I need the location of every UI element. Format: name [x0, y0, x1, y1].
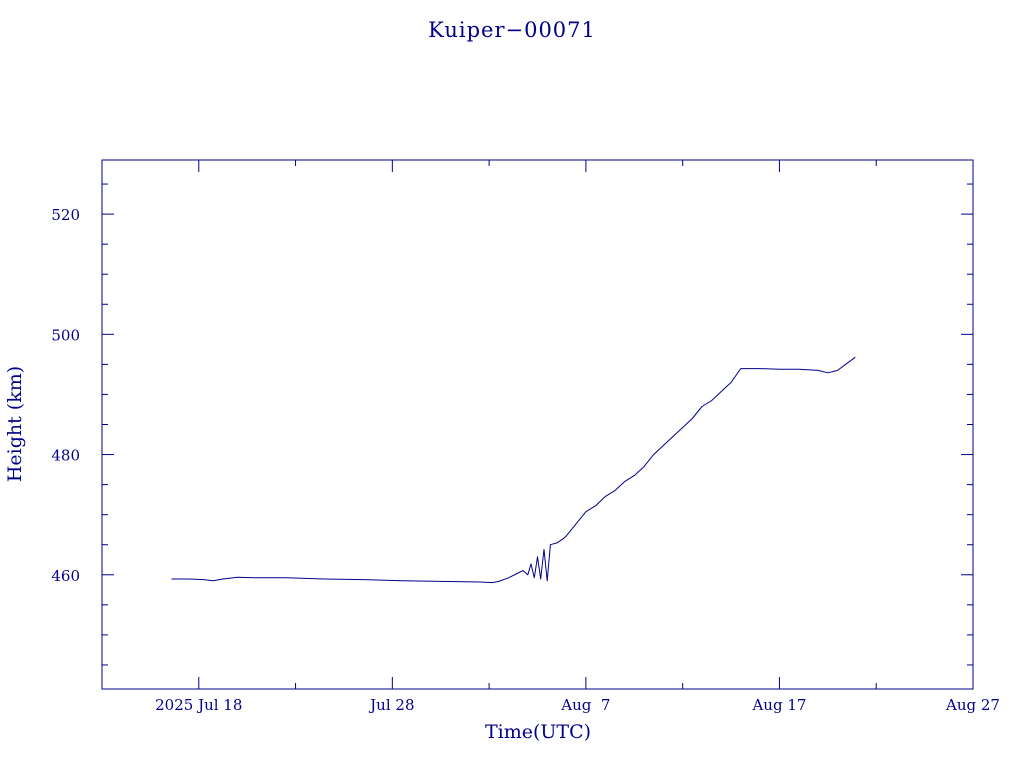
x-tick-label: Jul 28	[368, 696, 414, 714]
y-tick-label: 480	[51, 447, 80, 465]
plot-frame	[101, 159, 974, 690]
y-axis-ticks: 460 480 500 520	[51, 183, 973, 666]
series-layer	[171, 356, 856, 584]
y-tick-label: 500	[51, 326, 80, 344]
x-axis-label: Time(UTC)	[485, 721, 591, 743]
y-tick-label: 460	[51, 567, 80, 585]
x-tick-label: Aug 17	[751, 696, 806, 714]
x-tick-label: Aug 27	[945, 696, 1000, 714]
chart-title: Kuiper−00071	[428, 18, 596, 42]
y-axis-label: Height (km)	[4, 366, 26, 482]
series-line	[171, 356, 856, 584]
x-tick-label: 2025 Jul 18	[155, 696, 242, 714]
x-axis-ticks: 2025 Jul 18 Jul 28 Aug 7 Aug 17 Aug 27	[101, 160, 1000, 714]
x-tick-label: Aug 7	[560, 696, 610, 714]
y-tick-label: 520	[51, 206, 80, 224]
